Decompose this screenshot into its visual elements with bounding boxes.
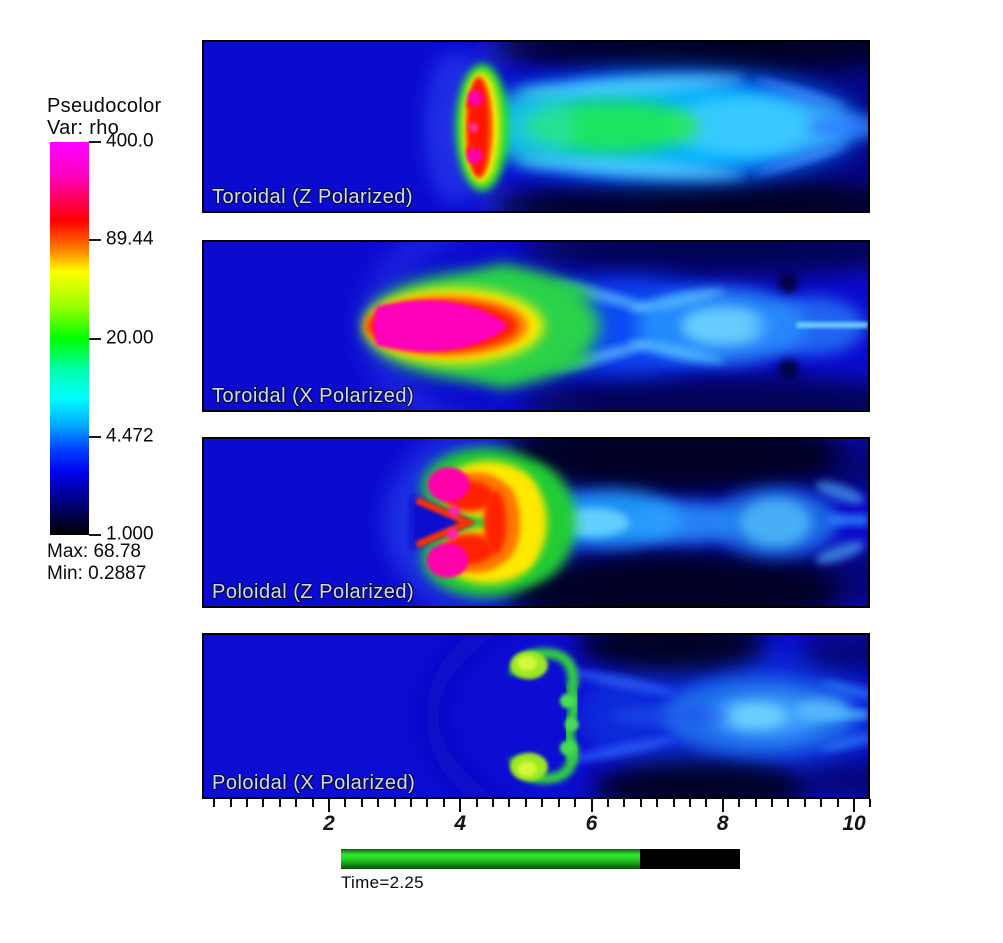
colorbar-tick-mark: [89, 534, 101, 536]
panel-title-poloidal-x: Poloidal (X Polarized): [212, 772, 416, 794]
x-axis-minor-tick: [245, 799, 248, 807]
x-axis-minor-tick: [213, 799, 216, 807]
colorbar-tick-label: 400.0: [106, 130, 154, 152]
heatmap-canvas-poloidal-x: [204, 635, 868, 797]
x-axis-minor-tick: [557, 799, 560, 807]
x-axis-major-tick: [853, 799, 855, 812]
x-axis-major-tick: [721, 799, 724, 812]
x-axis-minor-tick: [508, 799, 511, 807]
x-axis-minor-tick: [278, 799, 281, 807]
x-axis-tick-label: 4: [454, 812, 467, 835]
heatmap-panel-toroidal-z[interactable]: Toroidal (Z Polarized): [202, 40, 870, 213]
x-axis-tick-label: 2: [323, 812, 335, 835]
time-progress-bar: [341, 849, 740, 869]
x-axis-minor-tick: [377, 799, 380, 807]
x-axis-minor-tick: [639, 799, 642, 807]
x-axis-minor-tick: [803, 799, 806, 807]
x-axis-minor-tick: [820, 799, 823, 807]
x-axis-tick-label: 6: [585, 812, 598, 835]
x-axis-major-tick: [459, 799, 462, 812]
colorbar-tick-label: 4.472: [106, 425, 154, 447]
x-axis-minor-tick: [426, 799, 429, 807]
x-axis-minor-tick: [574, 799, 577, 807]
x-axis: 2 4 6 8 10: [202, 799, 872, 844]
x-axis-minor-tick: [656, 799, 659, 807]
x-axis-minor-tick: [344, 799, 347, 807]
x-axis-minor-tick: [787, 799, 790, 807]
x-axis-minor-tick: [606, 799, 609, 807]
x-axis-minor-tick: [360, 799, 363, 807]
heatmap-canvas-poloidal-z: [204, 439, 868, 606]
colorbar: [50, 142, 89, 535]
x-axis-minor-tick: [475, 799, 478, 807]
panel-title-toroidal-z: Toroidal (Z Polarized): [212, 186, 414, 208]
legend-max-value: Max: 68.78: [47, 541, 141, 562]
x-axis-minor-tick: [492, 799, 495, 807]
x-axis-minor-tick: [688, 799, 691, 807]
legend-variable: Var: rho: [47, 117, 120, 139]
legend-plot-type: Pseudocolor: [47, 95, 162, 117]
x-axis-minor-tick: [672, 799, 675, 807]
heatmap-panel-poloidal-z[interactable]: Poloidal (Z Polarized): [202, 437, 870, 608]
colorbar-tick-mark: [89, 435, 101, 438]
heatmap-panel-poloidal-x[interactable]: Poloidal (X Polarized): [202, 633, 870, 799]
x-axis-minor-tick: [754, 799, 757, 807]
x-axis-tick-label: 8: [716, 812, 729, 835]
x-axis-minor-tick: [541, 799, 544, 807]
colorbar-tick-mark: [89, 337, 101, 340]
colorbar-tick-mark: [89, 239, 101, 242]
x-axis-major-tick: [590, 799, 593, 812]
x-axis-minor-tick: [229, 799, 232, 807]
x-axis-minor-tick: [836, 799, 839, 807]
x-axis-minor-tick: [623, 799, 626, 807]
colorbar-tick-label: 20.00: [106, 327, 154, 349]
x-axis-minor-tick: [705, 799, 708, 807]
colorbar-tick-label: 1.000: [106, 523, 154, 545]
x-axis-minor-tick: [295, 799, 298, 807]
x-axis-minor-tick: [393, 799, 396, 807]
heatmap-panel-toroidal-x[interactable]: Toroidal (X Polarized): [202, 240, 870, 412]
x-axis-minor-tick: [262, 799, 265, 807]
time-readout: Time=2.25: [341, 873, 424, 892]
heatmap-canvas-toroidal-x: [204, 242, 868, 410]
x-axis-tick-label: 10: [842, 812, 866, 835]
time-progress-fill: [341, 849, 640, 869]
panel-title-toroidal-x: Toroidal (X Polarized): [212, 385, 415, 407]
x-axis-minor-tick: [738, 799, 741, 807]
legend-min-value: Min: 0.2887: [47, 563, 147, 584]
colorbar-tick-mark: [89, 141, 101, 143]
colorbar-ticks: 400.0 89.44 20.00 4.472 1.000: [50, 131, 154, 545]
heatmap-canvas-toroidal-z: [204, 42, 868, 211]
x-axis-major-tick: [328, 799, 330, 812]
x-axis-minor-tick: [410, 799, 413, 807]
colorbar-tick-label: 89.44: [106, 228, 154, 250]
x-axis-minor-tick: [770, 799, 773, 807]
panel-title-poloidal-z: Poloidal (Z Polarized): [212, 581, 415, 603]
x-axis-minor-tick: [442, 799, 445, 807]
x-axis-minor-tick: [869, 799, 872, 807]
x-axis-minor-tick: [524, 799, 527, 807]
x-axis-minor-tick: [311, 799, 314, 807]
